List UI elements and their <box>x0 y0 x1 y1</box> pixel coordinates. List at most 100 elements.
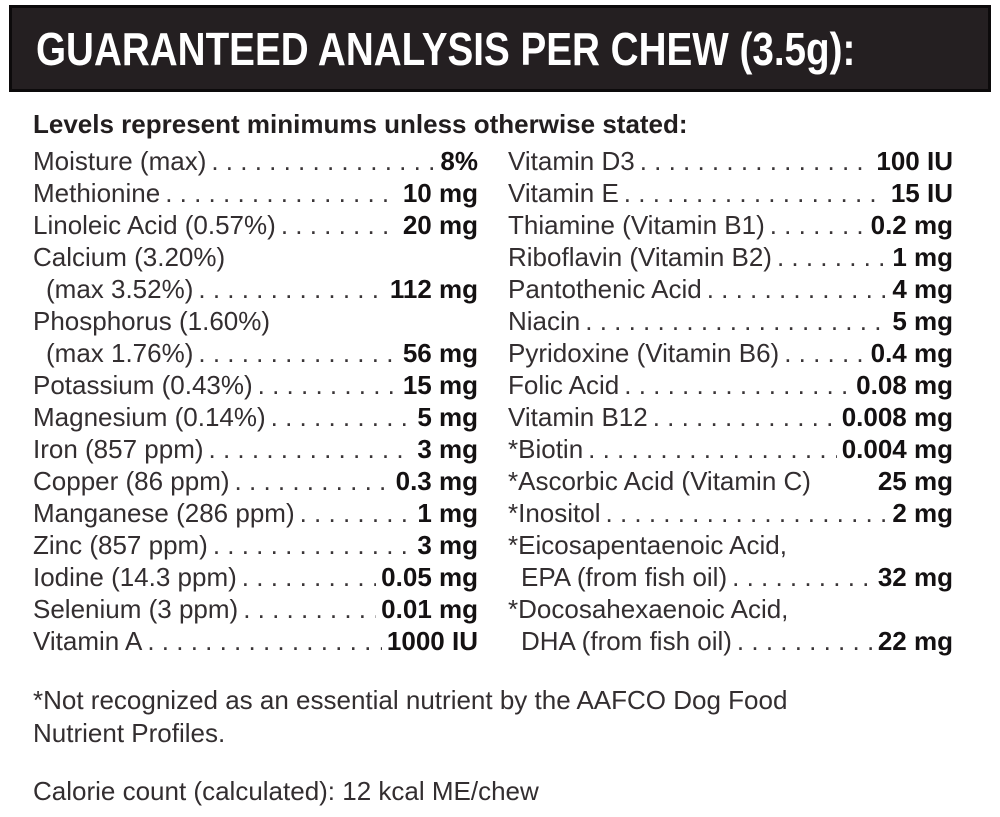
dot-leader <box>765 209 866 241</box>
nutrient-value: 0.004 mg <box>841 434 953 464</box>
nutrient-row: Pantothenic Acid 4 mg <box>508 273 953 305</box>
nutrient-name: *Ascorbic Acid (Vitamin C) <box>508 466 811 496</box>
nutrient-row: Riboflavin (Vitamin B2) 1 mg <box>508 241 953 273</box>
nutrient-row: Selenium (3 ppm) 0.01 mg <box>33 593 478 625</box>
dot-leader <box>204 433 413 465</box>
nutrient-name: Manganese (286 ppm) <box>33 498 295 528</box>
nutrient-value: 112 mg <box>389 274 478 304</box>
dot-leader <box>648 401 837 433</box>
nutrient-row: Vitamin A 1000 IU <box>33 625 478 657</box>
nutrient-row: Pyridoxine (Vitamin B6) 0.4 mg <box>508 337 953 369</box>
nutrient-name: Riboflavin (Vitamin B2) <box>508 242 772 272</box>
dot-leader <box>732 625 873 657</box>
aafco-footnote-line2: Nutrient Profiles. <box>33 718 226 748</box>
nutrient-value: 32 mg <box>877 562 953 592</box>
dot-leader <box>580 305 887 337</box>
nutrient-row: Potassium (0.43%) 15 mg <box>33 369 478 401</box>
dot-leader <box>583 433 837 465</box>
dot-leader <box>193 273 384 305</box>
nutrient-value: 5 mg <box>417 402 478 432</box>
nutrient-row: Folic Acid 0.08 mg <box>508 369 953 401</box>
nutrient-row: Vitamin B12 0.008 mg <box>508 401 953 433</box>
nutrient-row: Iodine (14.3 ppm) 0.05 mg <box>33 561 478 593</box>
nutrient-row: Calcium (3.20%) <box>33 241 478 273</box>
nutrient-value: 0.3 mg <box>395 466 478 496</box>
dot-leader <box>772 241 887 273</box>
nutrient-row: Vitamin E 15 IU <box>508 177 953 209</box>
nutrient-row: (max 1.76%) 56 mg <box>33 337 478 369</box>
dot-leader <box>266 401 413 433</box>
nutrient-row: Vitamin D3 100 IU <box>508 145 953 177</box>
nutrient-value: 15 mg <box>402 370 478 400</box>
header-title: GUARANTEED ANALYSIS PER CHEW (3.5g): <box>36 22 856 75</box>
nutrient-value: 10 mg <box>402 178 478 208</box>
dot-leader <box>206 145 435 177</box>
nutrient-row: *Inositol 2 mg <box>508 497 953 529</box>
nutrient-value: 20 mg <box>402 210 478 240</box>
nutrient-value: 2 mg <box>892 498 953 528</box>
dot-leader <box>238 593 376 625</box>
dot-leader <box>702 273 888 305</box>
nutrient-name: Methionine <box>33 178 161 208</box>
nutrient-row: Thiamine (Vitamin B1) 0.2 mg <box>508 209 953 241</box>
nutrient-value: 1 mg <box>892 242 953 272</box>
nutrient-name: *Eicosapentaenoic Acid, <box>508 530 787 560</box>
nutrient-row: Manganese (286 ppm) 1 mg <box>33 497 478 529</box>
nutrient-value: 22 mg <box>877 626 953 656</box>
nutrient-value: 1 mg <box>417 498 478 528</box>
nutrient-value: 0.4 mg <box>870 338 953 368</box>
calorie-note: Calorie count (calculated): 12 kcal ME/c… <box>33 776 539 806</box>
nutrient-name: Folic Acid <box>508 370 620 400</box>
nutrient-value: 5 mg <box>892 306 953 336</box>
nutrient-row: Moisture (max) 8% <box>33 145 478 177</box>
header-bar: GUARANTEED ANALYSIS PER CHEW (3.5g): <box>9 5 991 92</box>
nutrient-name: Potassium (0.43%) <box>33 370 253 400</box>
nutrient-name: Zinc (857 ppm) <box>33 530 208 560</box>
dot-leader <box>779 337 865 369</box>
aafco-footnote-line1: *Not recognized as an essential nutrient… <box>33 685 788 715</box>
nutrient-name: Vitamin D3 <box>508 146 635 176</box>
dot-leader <box>230 465 391 497</box>
nutrient-row: EPA (from fish oil) 32 mg <box>508 561 953 593</box>
nutrient-name: (max 1.76%) <box>46 338 194 368</box>
nutrient-name: Magnesium (0.14%) <box>33 402 266 432</box>
nutrient-row: Phosphorus (1.60%) <box>33 305 478 337</box>
dot-leader <box>727 561 873 593</box>
nutrient-name: Thiamine (Vitamin B1) <box>508 210 765 240</box>
nutrient-row: DHA (from fish oil) 22 mg <box>508 625 953 657</box>
nutrient-value: 25 mg <box>877 466 953 496</box>
nutrient-value: 0.008 mg <box>841 402 953 432</box>
nutrient-row: *Biotin 0.004 mg <box>508 433 953 465</box>
dot-leader <box>619 369 851 401</box>
nutrient-value: 0.08 mg <box>856 370 953 400</box>
nutrient-name: Iron (857 ppm) <box>33 434 204 464</box>
nutrient-value: 0.2 mg <box>870 210 953 240</box>
nutrient-row: (max 3.52%) 112 mg <box>33 273 478 305</box>
nutrient-value: 0.05 mg <box>381 562 478 592</box>
nutrient-value: 3 mg <box>417 530 478 560</box>
nutrient-name: *Inositol <box>508 498 601 528</box>
dot-leader <box>142 625 382 657</box>
dot-leader <box>253 369 398 401</box>
nutrient-value: 100 IU <box>876 146 953 176</box>
nutrient-name: Moisture (max) <box>33 146 207 176</box>
dot-leader <box>193 337 397 369</box>
nutrient-row: *Ascorbic Acid (Vitamin C) 25 mg <box>508 465 953 497</box>
nutrient-name: Iodine (14.3 ppm) <box>33 562 237 592</box>
nutrient-row: Methionine 10 mg <box>33 177 478 209</box>
dot-leader <box>237 561 376 593</box>
nutrient-row: Copper (86 ppm) 0.3 mg <box>33 465 478 497</box>
nutrient-name: Copper (86 ppm) <box>33 466 230 496</box>
nutrient-row: Zinc (857 ppm) 3 mg <box>33 529 478 561</box>
nutrient-value: 8% <box>440 146 478 176</box>
nutrient-row: *Docosahexaenoic Acid, <box>508 593 953 625</box>
nutrient-row: Niacin 5 mg <box>508 305 953 337</box>
nutrient-name: DHA (from fish oil) <box>521 626 732 656</box>
nutrient-name: Pantothenic Acid <box>508 274 702 304</box>
nutrient-name: Linoleic Acid (0.57%) <box>33 210 276 240</box>
nutrient-name: Vitamin E <box>508 178 619 208</box>
dot-leader <box>160 177 398 209</box>
nutrient-name: Vitamin A <box>33 626 143 656</box>
nutrient-value: 1000 IU <box>386 626 478 656</box>
